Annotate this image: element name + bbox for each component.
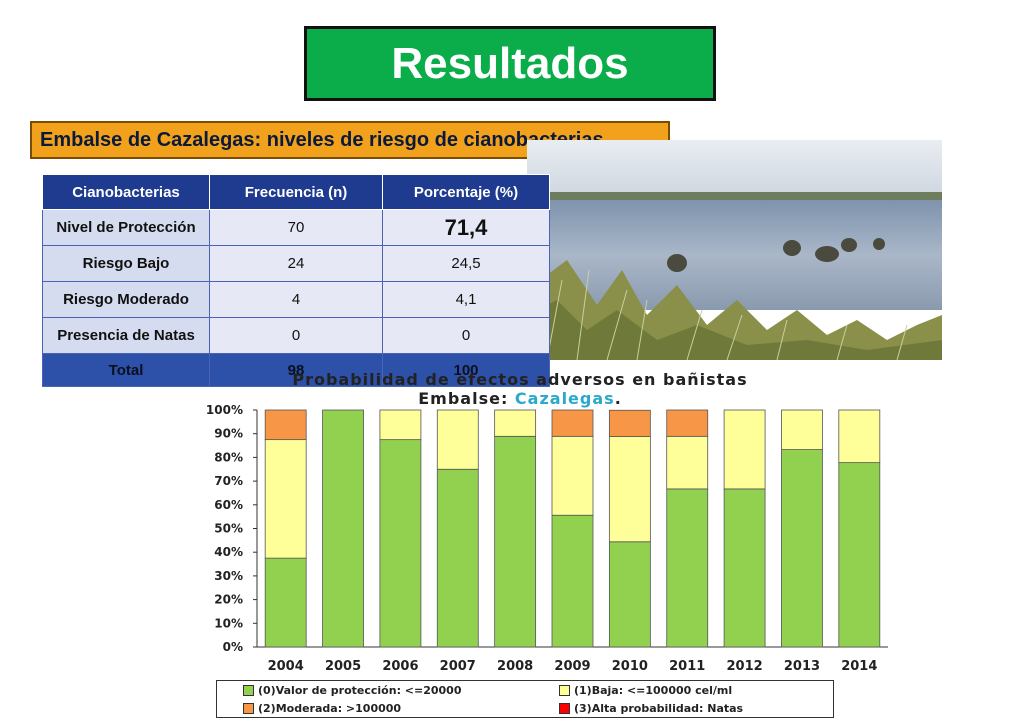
y-tick-label: 10% — [214, 616, 243, 630]
row-percentage: 71,4 — [382, 209, 550, 246]
y-tick-label: 60% — [214, 498, 243, 512]
legend-item: (3)Alta probabilidad: Natas — [559, 702, 743, 715]
y-tick-label: 20% — [214, 593, 243, 607]
legend-swatch — [243, 703, 254, 714]
chart-title-suffix: . — [614, 389, 622, 408]
legend-item: (2)Moderada: >100000 — [243, 702, 401, 715]
bar-segment — [781, 409, 823, 450]
row-frequency: 70 — [209, 209, 383, 246]
row-label: Riesgo Moderado — [42, 281, 210, 318]
bar-segment — [436, 468, 479, 648]
chart-legend: (0)Valor de protección: <=20000 (1)Baja: … — [216, 680, 834, 718]
x-tick-label: 2007 — [440, 659, 476, 674]
legend-label: (1)Baja: <=100000 cel/ml — [574, 684, 733, 697]
bar-segment — [264, 557, 307, 648]
legend-swatch — [559, 703, 570, 714]
bar-segment — [781, 449, 823, 648]
x-tick-label: 2011 — [669, 659, 705, 674]
bar-segment — [666, 435, 709, 490]
x-tick-label: 2004 — [268, 659, 304, 674]
col-header-frecuencia: Frecuencia (n) — [209, 174, 383, 210]
table-row: Riesgo Bajo 24 24,5 — [42, 245, 550, 282]
row-percentage: 24,5 — [382, 245, 550, 282]
bar-segment — [666, 409, 709, 437]
legend-item: (0)Valor de protección: <=20000 — [243, 684, 462, 697]
slide-title: Resultados — [391, 38, 629, 88]
chart-title: Probabilidad de efectos adversos en bañi… — [230, 370, 810, 408]
risk-table: Cianobacterias Frecuencia (n) Porcentaje… — [42, 174, 550, 387]
table-row: Presencia de Natas 0 0 — [42, 317, 550, 354]
total-percentage: 100 — [382, 353, 550, 387]
subtitle-text: Embalse de Cazalegas: niveles de riesgo … — [40, 128, 604, 151]
bar-segment — [666, 488, 709, 648]
x-tick-label: 2006 — [382, 659, 418, 674]
table-total-row: Total 98 100 — [42, 353, 550, 387]
y-tick-label: 90% — [214, 427, 243, 441]
bar-segment — [379, 439, 422, 648]
bar-segment — [838, 409, 881, 464]
bar-segment — [494, 409, 537, 437]
x-tick-label: 2008 — [497, 659, 533, 674]
chart-title-line1: Probabilidad de efectos adversos en bañi… — [292, 370, 748, 389]
legend-label: (0)Valor de protección: <=20000 — [258, 684, 462, 697]
x-tick-label: 2012 — [726, 659, 762, 674]
y-tick-label: 50% — [214, 522, 243, 536]
y-tick-label: 70% — [214, 474, 243, 488]
row-frequency: 0 — [209, 317, 383, 354]
chart-title-highlight: Cazalegas — [514, 389, 615, 408]
bar-segment — [494, 435, 537, 648]
row-label: Riesgo Bajo — [42, 245, 210, 282]
row-percentage: 4,1 — [382, 281, 550, 318]
legend-swatch — [559, 685, 570, 696]
bar-segment — [723, 409, 766, 490]
legend-label: (3)Alta probabilidad: Natas — [574, 702, 744, 715]
x-tick-label: 2009 — [554, 659, 590, 674]
x-tick-label: 2013 — [784, 659, 820, 674]
legend-label: (2)Moderada: >100000 — [258, 702, 402, 715]
x-tick-label: 2010 — [612, 659, 648, 674]
total-label: Total — [42, 353, 210, 387]
chart-title-line2: Embalse: Cazalegas. — [230, 389, 810, 408]
bar-segment — [436, 409, 479, 470]
col-header-cianobacterias: Cianobacterias — [42, 174, 210, 210]
row-frequency: 24 — [209, 245, 383, 282]
bar-segment — [551, 409, 594, 437]
y-tick-label: 100% — [206, 403, 243, 417]
bar-segment — [264, 439, 307, 559]
reservoir-photo-image — [527, 140, 942, 360]
total-frequency: 98 — [209, 353, 383, 387]
bar-segment — [838, 462, 881, 648]
reservoir-photo — [527, 140, 942, 360]
table-row: Nivel de Protección 70 71,4 — [42, 209, 550, 246]
bar-segment — [551, 514, 594, 648]
bar-segment — [264, 409, 307, 441]
row-label: Presencia de Natas — [42, 317, 210, 354]
legend-item: (1)Baja: <=100000 cel/ml — [559, 684, 732, 697]
x-tick-label: 2014 — [841, 659, 877, 674]
bar-segment — [608, 541, 651, 648]
bar-segment — [322, 409, 364, 648]
table-row: Riesgo Moderado 4 4,1 — [42, 281, 550, 318]
y-tick-label: 0% — [223, 640, 243, 654]
chart-title-prefix: Embalse: — [418, 389, 515, 408]
y-tick-label: 30% — [214, 569, 243, 583]
bar-segment — [608, 436, 651, 543]
legend-swatch — [243, 685, 254, 696]
bar-segment — [608, 409, 651, 437]
bar-segment — [723, 488, 766, 648]
slide-title-box: Resultados — [304, 26, 716, 101]
y-tick-label: 80% — [214, 450, 243, 464]
row-label: Nivel de Protección — [42, 209, 210, 246]
x-tick-label: 2005 — [325, 659, 361, 674]
row-percentage: 0 — [382, 317, 550, 354]
bar-segment — [551, 435, 594, 516]
row-frequency: 4 — [209, 281, 383, 318]
bar-segment — [379, 409, 422, 441]
y-tick-label: 40% — [214, 545, 243, 559]
